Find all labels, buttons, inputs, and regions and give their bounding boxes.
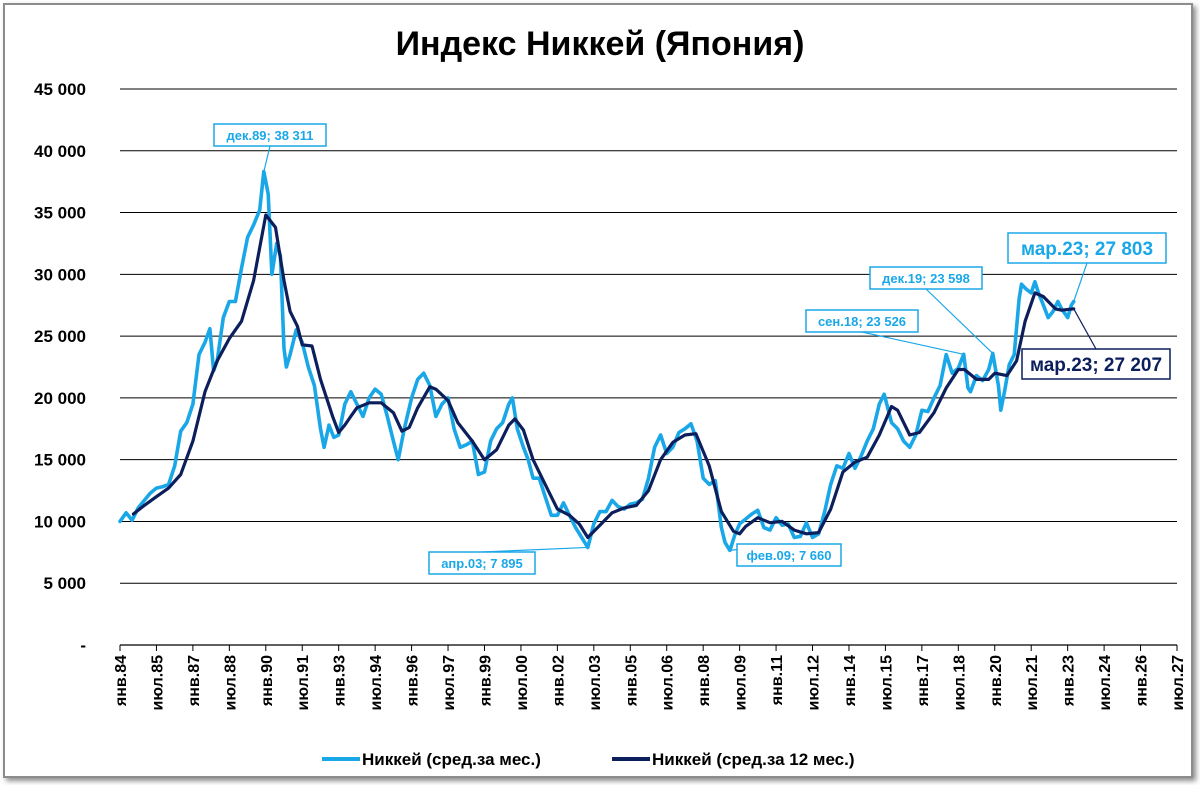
y-tick-label: 20 000 [34, 389, 86, 408]
x-tick-label: июл.21 [1024, 655, 1041, 711]
x-tick-label: июл.06 [660, 655, 677, 711]
legend-label-1: Никкей (сред.за мес.) [362, 750, 541, 769]
y-tick-label: 25 000 [34, 327, 86, 346]
y-tick-label: 5 000 [43, 574, 86, 593]
legend-label-2: Никкей (сред.за 12 мес.) [652, 750, 855, 769]
x-tick-label: янв.93 [332, 655, 349, 707]
y-tick-label: 10 000 [34, 512, 86, 531]
annotation-leader [1073, 308, 1097, 350]
x-tick-label: июл.12 [806, 655, 823, 711]
annotation-box [1021, 348, 1171, 380]
x-tick-label: янв.84 [113, 655, 130, 707]
annotation-leader [925, 288, 994, 354]
annotation-label: дек.89; 38 311 [226, 128, 313, 143]
annotation-box [805, 309, 919, 333]
annotation-box [1007, 232, 1167, 264]
x-tick-label: июл.91 [295, 655, 312, 711]
x-tick-label: июл.09 [733, 655, 750, 711]
x-tick-label: июл.88 [222, 655, 239, 711]
x-tick-label: янв.20 [988, 655, 1005, 707]
annotation-leader [481, 546, 588, 553]
x-tick-label: июл.03 [587, 655, 604, 711]
x-tick-label: янв.96 [405, 655, 422, 707]
annotation-box [213, 123, 327, 147]
annotation-box [736, 543, 842, 567]
y-tick-label: 45 000 [34, 80, 86, 99]
annotation-leader [861, 331, 964, 355]
annotation-box [869, 266, 983, 290]
annotation-label: апр.03; 7 895 [441, 556, 523, 571]
annotation-label: мар.23; 27 803 [1021, 239, 1153, 260]
series-lines [118, 169, 1076, 553]
chart-title: Индекс Никкей (Япония) [396, 25, 805, 63]
annotation-label: сен.18; 23 526 [818, 314, 906, 329]
x-tick-label: янв.99 [477, 655, 494, 707]
x-tick-label: янв.02 [550, 655, 567, 707]
x-tick-label: июл.94 [368, 655, 385, 711]
gridlines [120, 88, 1177, 584]
x-tick-label: янв.11 [769, 655, 786, 706]
x-tick-label: июл.18 [951, 655, 968, 711]
y-tick-label: 30 000 [34, 265, 86, 284]
x-tick-label: янв.08 [696, 655, 713, 707]
annotation-label: мар.23; 27 207 [1030, 355, 1162, 376]
x-tick-label: июл.85 [149, 655, 166, 711]
annotation-label: дек.19; 23 598 [882, 271, 970, 286]
x-tick-label: янв.90 [259, 655, 276, 707]
x-tick-label: июл.24 [1097, 655, 1114, 711]
x-tick-label: янв.17 [915, 655, 932, 707]
x-tick-label: янв.14 [842, 655, 859, 707]
annotation-leader [1073, 262, 1088, 302]
x-tick-label: янв.26 [1134, 655, 1151, 707]
data-annotations: дек.89; 38 311 апр.03; 7 895 фев.09; 7 660… [213, 123, 1171, 575]
legend: Никкей (сред.за мес.) Никкей (сред.за 12 … [322, 750, 855, 769]
y-tick-label: - [80, 636, 86, 655]
x-tick-label: июл.97 [441, 655, 458, 711]
x-tick-label: июл.27 [1170, 655, 1187, 711]
y-tick-label: 40 000 [34, 142, 86, 161]
series-line-2 [131, 213, 1076, 540]
x-tick-label: янв.05 [623, 655, 640, 707]
y-tick-label: 15 000 [34, 451, 86, 470]
y-axis: - 5 000 10 000 15 000 20 000 25 000 30 000 35 0… [34, 80, 86, 655]
x-tick-label: янв.87 [186, 655, 203, 707]
annotation-box [428, 551, 536, 575]
x-tick-label: июл.15 [878, 655, 895, 711]
x-axis: янв.84 июл.85 янв.87 июл.88 янв.90 июл.91 янв.… [113, 644, 1187, 711]
annotation-leader [263, 145, 271, 172]
y-tick-label: 35 000 [34, 204, 86, 223]
x-tick-label: янв.23 [1061, 655, 1078, 707]
chart-frame: Индекс Никкей (Япония) - 5 000 10 000 15 00… [3, 3, 1193, 778]
annotation-label: фев.09; 7 660 [747, 548, 832, 563]
x-tick-label: июл.00 [514, 655, 531, 711]
nikkei-chart: Индекс Никкей (Япония) - 5 000 10 000 15 00… [34, 25, 1187, 769]
